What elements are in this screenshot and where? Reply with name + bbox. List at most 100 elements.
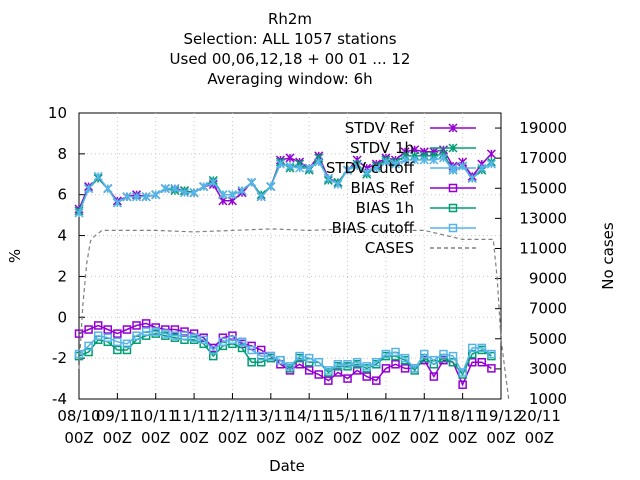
chart-title: Rh2m Selection: ALL 1057 stations Used 00,… [170, 10, 411, 88]
series-3-point-40 [458, 380, 467, 389]
series-2-point-36 [419, 155, 429, 165]
x-tick-sublabel-4: 00Z [218, 429, 247, 447]
series-line-6 [78, 228, 510, 400]
series-2-point-33 [390, 159, 401, 169]
series-5-point-37 [429, 355, 439, 365]
series-3-point-33 [391, 360, 400, 369]
series-2-point-22 [285, 161, 295, 171]
legend-label-5: BIAS cutoff [332, 219, 415, 237]
y2-tick-label-0: 1000 [529, 390, 567, 408]
series-2-point-1 [84, 184, 94, 194]
legend-marker-2 [448, 163, 458, 173]
x-tick-label-1: 09/11 [96, 407, 139, 425]
x-tick-sublabel-12: 00Z [525, 429, 554, 447]
x-tick-label-9: 17/11 [403, 407, 446, 425]
y2-tick-label-7: 15000 [519, 179, 567, 197]
series-2-point-38 [438, 153, 448, 163]
series-5-point-12 [189, 333, 199, 342]
plot-frame [78, 112, 502, 400]
series-5-point-40 [458, 368, 467, 377]
series-2-point-34 [400, 155, 410, 165]
x-tick-sublabel-1: 00Z [103, 429, 132, 447]
series-3-point-2 [93, 321, 103, 330]
y-tick-label-4: 4 [57, 227, 67, 245]
legend-label-2: STDV cutoff [326, 159, 415, 177]
title-line-3: Averaging window: 6h [207, 70, 372, 88]
title-line-1: Selection: ALL 1057 stations [183, 30, 396, 48]
x-tick-label-8: 16/11 [364, 407, 407, 425]
series-3-point-43 [487, 364, 496, 373]
series-3-point-1 [84, 325, 93, 334]
y-tick-label-2: 0 [57, 308, 67, 326]
series-3-point-27 [333, 368, 343, 377]
series-2-point-40 [458, 161, 468, 171]
x-tick-sublabel-11: 00Z [486, 429, 515, 447]
series-5-point-41 [467, 343, 477, 353]
series-4-point-1 [84, 347, 93, 357]
series-5-point-28 [343, 360, 352, 369]
series-2-point-41 [467, 173, 477, 183]
series-2-point-24 [304, 163, 314, 173]
series-3-point-6 [132, 321, 141, 330]
y2-tick-label-8: 17000 [519, 149, 567, 167]
series-3-point-26 [324, 376, 333, 385]
title-line-0: Rh2m [268, 10, 312, 28]
series-2-point-2 [93, 171, 103, 181]
series-2-point-42 [477, 163, 487, 173]
series-5-point-3 [103, 333, 113, 342]
series-2-point-43 [486, 159, 496, 169]
series-4-point-5 [122, 345, 132, 355]
x-tick-label-12: 20/11 [518, 407, 561, 425]
series-2 [74, 153, 496, 218]
series-line-5 [78, 330, 492, 375]
legend-marker-0 [448, 123, 458, 133]
y-tick-label-6: 8 [57, 145, 67, 163]
series-2-point-35 [410, 155, 420, 165]
x-tick-label-11: 19/12 [479, 407, 522, 425]
x-tick-sublabel-2: 00Z [141, 429, 170, 447]
y-tick-label-0: -4 [52, 390, 67, 408]
y2-tick-label-4: 9000 [529, 270, 567, 288]
series-2-point-31 [371, 163, 381, 173]
series-2-point-3 [103, 184, 113, 194]
y2-tick-label-5: 11000 [519, 239, 567, 257]
series-group [74, 145, 510, 400]
y-tick-label-3: 2 [57, 267, 67, 285]
series-5-point-19 [256, 351, 266, 361]
x-tick-sublabel-5: 00Z [256, 429, 285, 447]
series-5-point-7 [141, 327, 151, 336]
series-2-point-11 [179, 188, 190, 198]
x-tick-label-5: 13/11 [249, 407, 292, 425]
series-5-point-43 [487, 349, 496, 359]
series-2-point-7 [141, 192, 151, 202]
y2-tick-label-2: 5000 [529, 330, 567, 348]
series-3-point-42 [477, 357, 487, 367]
x-tick-sublabel-8: 00Z [371, 429, 400, 447]
y2-tick-label-1: 3000 [529, 360, 567, 378]
series-3-point-37 [429, 372, 439, 381]
series-2-point-18 [247, 177, 257, 187]
series-2-point-25 [314, 157, 324, 167]
series-3-point-30 [362, 372, 371, 381]
series-2-point-26 [323, 173, 333, 183]
legend-label-6: CASES [365, 239, 414, 257]
series-5-point-26 [324, 366, 333, 375]
series-4-point-19 [256, 357, 266, 367]
series-2-point-27 [333, 179, 343, 190]
series-2-point-0 [74, 208, 84, 218]
series-5-point-13 [199, 335, 208, 345]
x-tick-sublabel-10: 00Z [448, 429, 477, 447]
y-tick-label-5: 6 [57, 186, 67, 204]
x-axis: 08/1000Z09/1100Z10/1100Z11/1100Z12/1100Z… [57, 393, 561, 447]
series-2-point-20 [266, 182, 276, 192]
series-0-point-22 [285, 153, 295, 163]
series-5-point-38 [439, 349, 448, 359]
series-3-point-19 [256, 345, 266, 355]
legend-label-0: STDV Ref [345, 119, 415, 137]
legend: STDV Ref STDV 1h STDV cutoff BIAS Ref BIAS 1… [326, 119, 476, 257]
series-3-point-25 [314, 370, 324, 379]
series-2-point-9 [160, 184, 170, 194]
series-5-point-17 [237, 337, 247, 347]
series-5-point-15 [218, 337, 228, 347]
series-2-point-23 [295, 163, 305, 173]
